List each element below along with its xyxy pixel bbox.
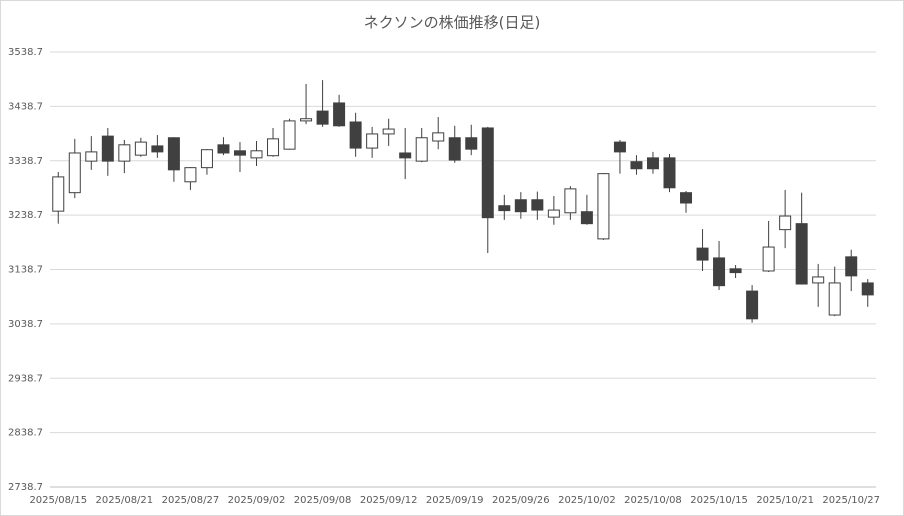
candle-body (828, 282, 841, 316)
y-tick-label: 3438.7 (8, 101, 43, 112)
candle-body (531, 199, 544, 211)
chart-title: ネクソンの株価推移(日足) (364, 14, 541, 32)
candle-body (134, 141, 147, 156)
x-tick-label: 2025/08/27 (162, 495, 220, 506)
x-tick-label: 2025/09/12 (360, 495, 418, 506)
candle-body (283, 120, 296, 150)
x-tick-label: 2025/10/27 (822, 495, 880, 506)
x-tick-label: 2025/08/21 (96, 495, 154, 506)
y-tick-label: 2838.7 (8, 428, 43, 439)
candle-body (498, 205, 511, 212)
y-tick-label: 2738.7 (8, 482, 43, 493)
candle-body (382, 128, 395, 135)
candle-body (52, 176, 65, 212)
candle-body (465, 137, 478, 150)
y-tick-label: 3238.7 (8, 210, 43, 221)
candle-body (267, 138, 280, 157)
candle-body (564, 188, 577, 214)
candle-body (85, 151, 98, 162)
candle-body (233, 150, 246, 156)
candle-body (812, 276, 825, 284)
x-tick-label: 2025/09/08 (294, 495, 352, 506)
x-tick-label: 2025/08/15 (29, 495, 87, 506)
candle-body (646, 157, 659, 170)
candle-body (861, 282, 874, 296)
y-tick-label: 2938.7 (8, 373, 43, 384)
candle-body (366, 133, 379, 149)
candle-body (415, 137, 428, 162)
x-tick-label: 2025/10/15 (690, 495, 748, 506)
candle-body (680, 192, 693, 204)
candle-body (795, 223, 808, 285)
candle-body (333, 102, 346, 127)
y-tick-label: 3538.7 (8, 47, 43, 58)
candle-body (696, 247, 709, 261)
candle-body (613, 141, 626, 153)
candle-body (746, 290, 759, 320)
candle-body (217, 144, 230, 154)
candle-body (663, 157, 676, 189)
y-tick-label: 3338.7 (8, 156, 43, 167)
candle-body (151, 145, 164, 153)
x-tick-label: 2025/10/02 (558, 495, 616, 506)
y-tick-label: 3138.7 (8, 265, 43, 276)
candle-body (200, 149, 213, 169)
candle-body (300, 118, 313, 122)
candle-body (399, 152, 412, 159)
candle-body (101, 135, 114, 162)
candle-body (762, 246, 775, 272)
candle-body (432, 132, 445, 142)
candle-body (779, 215, 792, 231)
candle-body (845, 256, 858, 277)
candle-body (547, 209, 560, 218)
candle-body (349, 121, 362, 149)
x-tick-label: 2025/09/02 (228, 495, 286, 506)
candle-body (118, 144, 131, 162)
candle-body (68, 152, 81, 194)
candle-body (167, 137, 180, 171)
candle-body (184, 167, 197, 183)
x-tick-label: 2025/09/26 (492, 495, 550, 506)
candle-body (713, 257, 726, 287)
x-tick-label: 2025/09/19 (426, 495, 484, 506)
x-tick-label: 2025/10/08 (624, 495, 682, 506)
candle-body (448, 137, 461, 161)
candle-body (481, 127, 494, 219)
candle-body (316, 110, 329, 125)
candle-body (729, 268, 742, 274)
candle-body (514, 199, 527, 213)
candle-body (250, 150, 263, 159)
candle-body (580, 211, 593, 225)
candle-body (630, 161, 643, 170)
y-tick-label: 3038.7 (8, 319, 43, 330)
x-tick-label: 2025/10/21 (756, 495, 814, 506)
candle-body (597, 173, 610, 240)
